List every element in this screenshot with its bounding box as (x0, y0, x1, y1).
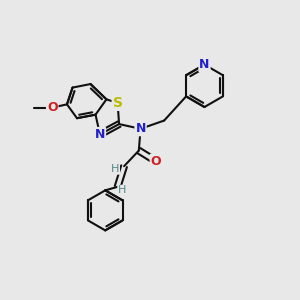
Text: N: N (135, 122, 146, 135)
Text: N: N (199, 58, 210, 71)
Text: H: H (118, 185, 126, 195)
Text: O: O (151, 155, 161, 168)
Text: N: N (95, 128, 105, 141)
Text: H: H (111, 164, 119, 174)
Text: O: O (47, 101, 58, 114)
Text: S: S (112, 96, 123, 110)
